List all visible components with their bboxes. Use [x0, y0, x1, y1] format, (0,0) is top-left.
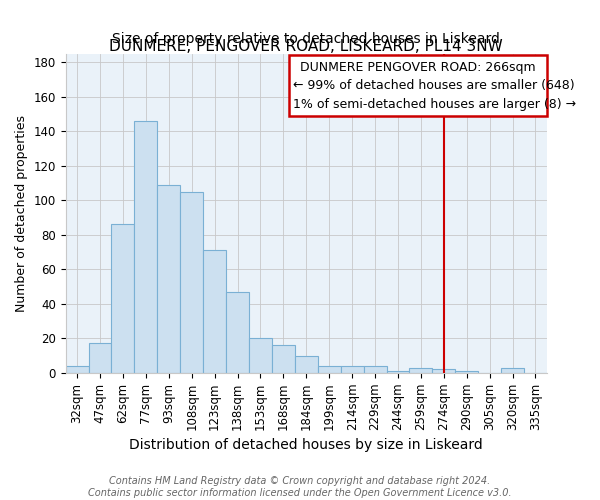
- Title: DUNMERE, PENGOVER ROAD, LISKEARD, PL14 3NW: DUNMERE, PENGOVER ROAD, LISKEARD, PL14 3…: [109, 38, 503, 54]
- Text: ← 99% of detached houses are smaller (648): ← 99% of detached houses are smaller (64…: [293, 79, 575, 92]
- Bar: [501, 368, 524, 373]
- Y-axis label: Number of detached properties: Number of detached properties: [15, 114, 28, 312]
- Bar: [433, 370, 455, 373]
- Bar: [341, 366, 364, 373]
- X-axis label: Distribution of detached houses by size in Liskeard: Distribution of detached houses by size …: [130, 438, 483, 452]
- Bar: [249, 338, 272, 373]
- Bar: [295, 356, 318, 373]
- Bar: [65, 366, 89, 373]
- Bar: [272, 345, 295, 373]
- Bar: [203, 250, 226, 373]
- Bar: [318, 366, 341, 373]
- Bar: [180, 192, 203, 373]
- Bar: [157, 185, 180, 373]
- Text: 1% of semi-detached houses are larger (8) →: 1% of semi-detached houses are larger (8…: [293, 98, 577, 112]
- Bar: [134, 121, 157, 373]
- Bar: [112, 224, 134, 373]
- Text: Contains HM Land Registry data © Crown copyright and database right 2024.
Contai: Contains HM Land Registry data © Crown c…: [88, 476, 512, 498]
- Bar: [409, 368, 433, 373]
- FancyBboxPatch shape: [289, 55, 547, 116]
- Bar: [455, 371, 478, 373]
- Bar: [386, 371, 409, 373]
- Bar: [226, 292, 249, 373]
- Bar: [364, 366, 386, 373]
- Bar: [89, 344, 112, 373]
- Text: DUNMERE PENGOVER ROAD: 266sqm: DUNMERE PENGOVER ROAD: 266sqm: [301, 61, 536, 74]
- Text: Size of property relative to detached houses in Liskeard: Size of property relative to detached ho…: [112, 32, 500, 46]
